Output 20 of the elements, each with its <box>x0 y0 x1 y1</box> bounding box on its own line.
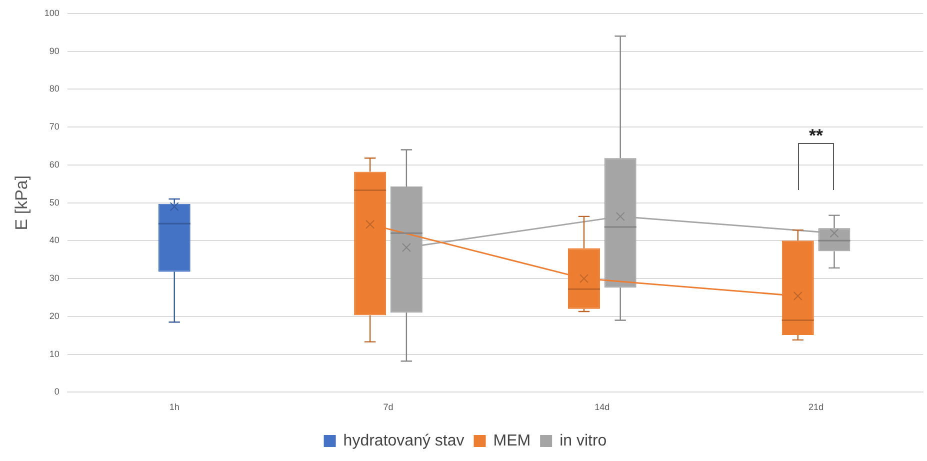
y-tick-label: 50 <box>49 197 60 208</box>
y-tick-label: 0 <box>54 386 60 397</box>
y-tick-label: 30 <box>49 273 60 284</box>
x-tick-label: 21d <box>808 402 824 412</box>
y-tick-label: 80 <box>49 84 60 94</box>
y-tick-label: 90 <box>49 46 60 56</box>
annotation: ** <box>809 125 824 146</box>
legend-label: hydratovaný stav <box>343 432 464 450</box>
y-tick-label: 20 <box>49 310 60 321</box>
x-tick-label: 7d <box>383 402 394 412</box>
legend-label: in vitro <box>560 432 607 450</box>
y-tick-label: 70 <box>49 122 60 132</box>
y-axis-title: E [kPa] <box>12 175 31 230</box>
legend-label: MEM <box>493 432 531 450</box>
y-tick-label: 100 <box>44 8 60 18</box>
x-tick-label: 1h <box>169 402 180 412</box>
y-tick-label: 40 <box>49 235 60 246</box>
y-tick-label: 10 <box>49 348 60 359</box>
x-tick-label: 14d <box>594 402 610 412</box>
y-tick-label: 60 <box>49 159 60 170</box>
